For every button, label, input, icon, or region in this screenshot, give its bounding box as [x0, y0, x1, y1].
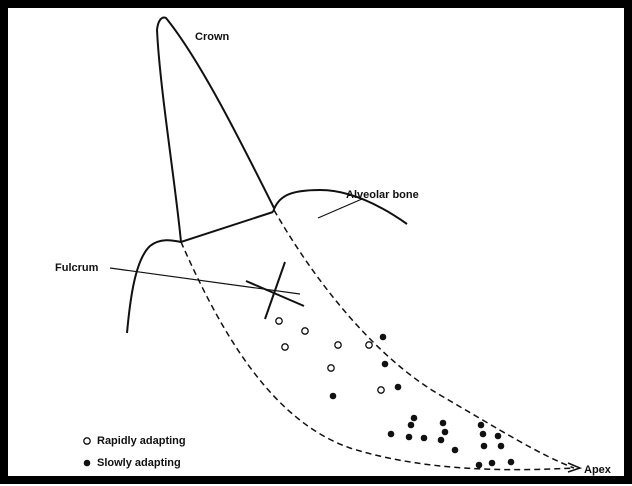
slow-dot — [440, 420, 447, 427]
slow-dot — [411, 415, 418, 422]
slow-dot — [382, 361, 389, 368]
slow-dot — [330, 393, 337, 400]
slow-dot — [438, 437, 445, 444]
slow-dot — [380, 334, 387, 341]
slow-dot — [388, 431, 395, 438]
diagram: Crown Alveolar bone Fulcrum Apex Rapidly… — [0, 0, 632, 486]
slow-dot — [489, 460, 496, 467]
slow-dot — [476, 462, 483, 469]
slow-dot — [495, 433, 502, 440]
legend-rapid: Rapidly adapting — [97, 435, 186, 447]
rapid-dot — [378, 387, 384, 393]
rapid-dot — [366, 342, 372, 348]
slow-dot — [481, 443, 488, 450]
slow-dot — [478, 422, 485, 429]
label-fulcrum: Fulcrum — [55, 262, 99, 274]
legend-rapid-symbol — [84, 438, 90, 444]
slow-dot — [442, 429, 449, 436]
frame — [4, 4, 628, 480]
rapid-dot — [328, 365, 334, 371]
rapid-dot — [335, 342, 341, 348]
rapid-dot — [282, 344, 288, 350]
rapid-dot — [302, 328, 308, 334]
slow-dot — [480, 431, 487, 438]
label-apex: Apex — [584, 464, 612, 476]
legend-slow-symbol — [84, 460, 91, 467]
rapid-dot — [276, 318, 282, 324]
slow-dot — [452, 447, 459, 454]
slow-dot — [395, 384, 402, 391]
label-alveolar-bone: Alveolar bone — [346, 189, 419, 201]
slow-dot — [408, 422, 415, 429]
slow-dot — [498, 443, 505, 450]
slow-dot — [508, 459, 515, 466]
label-crown: Crown — [195, 31, 230, 43]
legend-slow: Slowly adapting — [97, 457, 181, 469]
slow-dot — [421, 435, 428, 442]
slow-dot — [406, 434, 413, 441]
